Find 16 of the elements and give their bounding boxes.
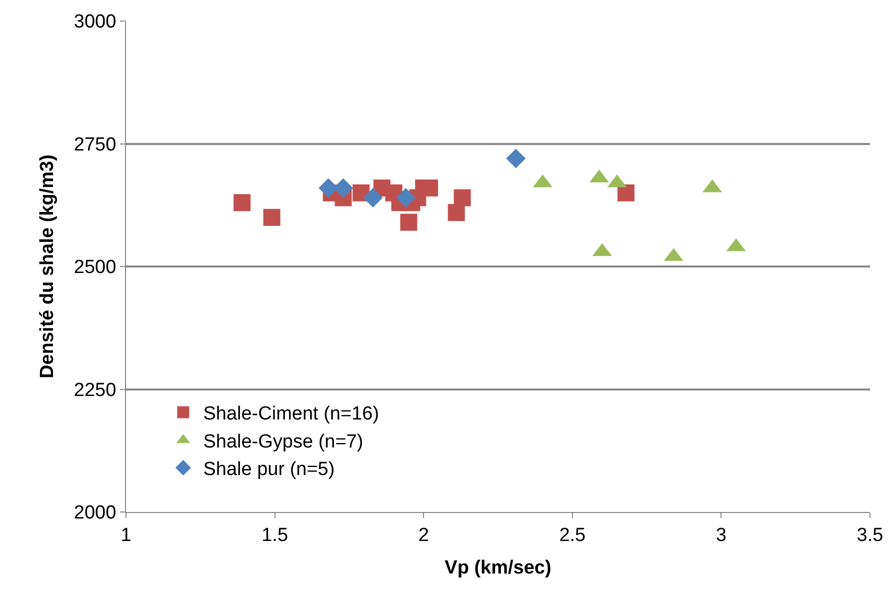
legend-label: Shale pur (n=5) bbox=[203, 459, 335, 480]
y-tick-label: 2000 bbox=[74, 502, 116, 524]
y-axis-title: Densité du shale (kg/m3) bbox=[36, 154, 58, 378]
legend-label: Shale-Gypse (n=7) bbox=[203, 431, 364, 452]
x-tick-label: 3.5 bbox=[856, 524, 884, 546]
x-tick-label: 2.5 bbox=[559, 524, 586, 546]
y-tick-label: 2750 bbox=[74, 134, 116, 156]
x-axis-title: Vp (km/sec) bbox=[444, 558, 552, 579]
x-tick-label: 1.5 bbox=[262, 524, 288, 546]
legend-label: Shale-Ciment (n=16) bbox=[203, 404, 380, 425]
y-tick-label: 2250 bbox=[74, 380, 116, 401]
x-tick-label: 1 bbox=[120, 524, 132, 546]
y-tick-label: 2500 bbox=[74, 257, 116, 278]
y-tick-label: 3000 bbox=[74, 12, 116, 33]
x-tick-label: 3 bbox=[716, 524, 726, 546]
x-tick-label: 2 bbox=[418, 524, 429, 546]
